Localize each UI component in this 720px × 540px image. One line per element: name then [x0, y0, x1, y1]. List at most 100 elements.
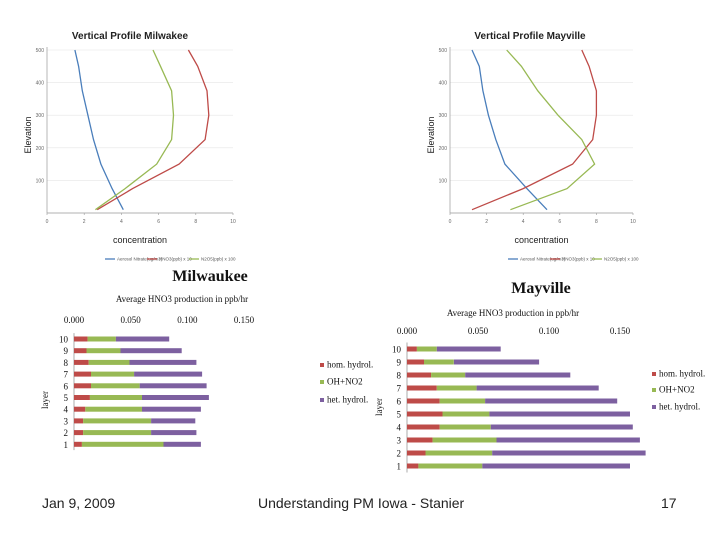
layer-tick-label: 8: [64, 358, 69, 368]
bar-segment-oh-no2: [418, 463, 483, 469]
x-tick-label: 4: [120, 219, 123, 225]
legend-swatch: [652, 388, 656, 392]
footer-page-number: 17: [661, 495, 677, 511]
bar-segment-hom-hydrol: [407, 463, 419, 469]
bar-segment-oh-no2: [83, 430, 152, 436]
legend-label: Aerosol Nitrate(ug/m3): [117, 257, 163, 262]
bar-segment-hom-hydrol: [407, 346, 417, 352]
legend-swatch: [320, 363, 324, 367]
bar-segment-het-hydrol: [151, 418, 196, 424]
layer-tick-label: 1: [64, 440, 69, 450]
legend-label: N2O5(ppb) x 100: [201, 257, 236, 262]
bar-segment-hom-hydrol: [407, 398, 440, 404]
legend-swatch: [652, 405, 656, 409]
bar-segment-oh-no2: [87, 336, 116, 342]
bar-segment-hom-hydrol: [74, 371, 91, 377]
layer-tick-label: 7: [397, 384, 402, 394]
x-tick-label: 0.050: [468, 326, 489, 336]
x-tick-label: 0.100: [539, 326, 560, 336]
y-axis-label: layer: [40, 391, 50, 409]
layer-tick-label: 5: [64, 393, 69, 403]
x-tick-label: 0: [449, 219, 452, 225]
y-tick-label: 300: [439, 113, 448, 119]
layer-tick-label: 7: [64, 370, 69, 380]
bar-segment-oh-no2: [83, 418, 152, 424]
bar-segment-oh-no2: [436, 385, 477, 391]
bar-segment-oh-no2: [91, 383, 140, 389]
series-line-n2o5: [506, 49, 596, 211]
layer-tick-label: 4: [397, 423, 402, 433]
bar-segment-oh-no2: [432, 437, 497, 443]
layer-tick-label: 4: [64, 405, 69, 415]
bar-segment-hom-hydrol: [74, 441, 82, 447]
profile-title: Vertical Profile Mayville: [474, 31, 586, 42]
y-axis-label: Elevation: [426, 116, 436, 153]
bar-chart-mayville: Mayville Average HNO3 production in ppb/h…: [374, 280, 705, 473]
layer-tick-label: 6: [397, 397, 402, 407]
profile-chart-mayville: Vertical Profile Mayville 100 200 300 400 500…: [426, 31, 639, 262]
bar-chart-title: Average HNO3 production in ppb/hr: [447, 308, 579, 318]
legend-label: hom. hydrol.: [327, 360, 373, 370]
series-line-aerosol-nitrate: [74, 49, 124, 211]
profile-chart-milwaukee: Vertical Profile Milwakee100200300400500…: [23, 31, 236, 262]
bar-segment-hom-hydrol: [407, 411, 443, 417]
bar-segment-het-hydrol: [485, 398, 618, 404]
legend-label: hom. hydrol.: [659, 369, 705, 379]
bar-segment-oh-no2: [439, 398, 486, 404]
legend-swatch: [652, 372, 656, 376]
bar-segment-hom-hydrol: [74, 395, 90, 400]
bar-segment-het-hydrol: [142, 395, 209, 400]
profile-title: Vertical Profile Milwakee: [72, 31, 189, 42]
y-tick-label: 100: [36, 178, 45, 184]
bar-segment-het-hydrol: [453, 359, 540, 365]
x-tick-label: 0.150: [234, 315, 255, 325]
legend-label: HNO3(ppb) x 10: [562, 257, 595, 262]
x-tick-label: 8: [595, 219, 598, 225]
y-axis-label: layer: [374, 398, 384, 416]
y-tick-label: 200: [439, 146, 448, 152]
bar-segment-hom-hydrol: [74, 430, 84, 436]
bar-segment-het-hydrol: [129, 359, 197, 365]
x-tick-label: 0: [46, 219, 49, 225]
legend-label: het. hydrol.: [659, 402, 700, 412]
x-tick-label: 0.000: [397, 326, 418, 336]
bar-segment-het-hydrol: [465, 372, 571, 378]
layer-tick-label: 10: [392, 345, 402, 355]
bar-segment-het-hydrol: [151, 430, 197, 436]
x-tick-label: 4: [522, 219, 525, 225]
bar-segment-oh-no2: [439, 424, 491, 430]
y-tick-label: 400: [36, 81, 45, 87]
y-tick-label: 300: [36, 113, 45, 119]
x-tick-label: 0.150: [610, 326, 631, 336]
bar-segment-het-hydrol: [134, 371, 203, 377]
bar-segment-hom-hydrol: [74, 383, 91, 389]
bar-segment-het-hydrol: [496, 437, 640, 443]
bar-segment-oh-no2: [425, 450, 493, 456]
layer-tick-label: 3: [397, 436, 402, 446]
bar-segment-het-hydrol: [139, 383, 207, 389]
y-tick-label: 100: [439, 178, 448, 184]
bar-segment-het-hydrol: [436, 346, 501, 352]
bar-segment-oh-no2: [442, 411, 490, 417]
y-tick-label: 500: [439, 48, 448, 54]
bar-segment-het-hydrol: [492, 450, 646, 456]
bar-segment-oh-no2: [431, 372, 466, 378]
x-tick-label: 0.050: [121, 315, 142, 325]
layer-tick-label: 2: [397, 449, 402, 459]
bar-segment-het-hydrol: [476, 385, 599, 391]
bar-segment-het-hydrol: [490, 424, 633, 430]
bar-segment-hom-hydrol: [407, 359, 424, 365]
bar-segment-het-hydrol: [120, 348, 182, 354]
bar-segment-hom-hydrol: [407, 437, 433, 443]
bar-segment-oh-no2: [89, 395, 142, 400]
bar-segment-hom-hydrol: [74, 348, 87, 354]
y-tick-label: 400: [439, 81, 448, 87]
footer-title: Understanding PM Iowa - Stanier: [258, 495, 465, 511]
bar-segment-hom-hydrol: [74, 418, 84, 424]
bar-segment-hom-hydrol: [407, 372, 432, 378]
bar-segment-hom-hydrol: [74, 406, 86, 412]
y-tick-label: 200: [36, 146, 45, 152]
legend-swatch: [320, 398, 324, 402]
layer-tick-label: 6: [64, 381, 69, 391]
x-tick-label: 2: [485, 219, 488, 225]
